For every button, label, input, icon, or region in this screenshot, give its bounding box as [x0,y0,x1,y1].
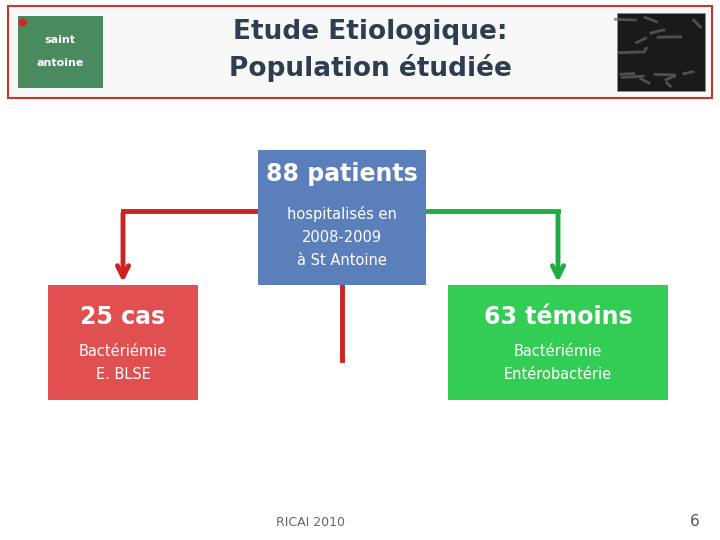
FancyBboxPatch shape [617,13,705,91]
Text: 63 témoins: 63 témoins [484,305,632,329]
Text: RICAI 2010: RICAI 2010 [276,516,344,529]
Text: Bactériémie
E. BLSE: Bactériémie E. BLSE [79,344,167,382]
Text: saint: saint [45,35,76,45]
Text: 25 cas: 25 cas [81,305,166,329]
Text: 88 patients: 88 patients [266,162,418,186]
Text: 6: 6 [690,515,700,530]
Text: Population étudiée: Population étudiée [228,54,511,82]
Text: antoine: antoine [36,58,84,68]
Text: Bactériémie
Entérobactérie: Bactériémie Entérobactérie [504,344,612,382]
Text: hospitalisés en
2008-2009
à St Antoine: hospitalisés en 2008-2009 à St Antoine [287,206,397,268]
FancyBboxPatch shape [258,150,426,285]
FancyBboxPatch shape [18,16,103,88]
FancyBboxPatch shape [448,285,668,400]
Text: Etude Etiologique:: Etude Etiologique: [233,19,508,45]
FancyBboxPatch shape [48,285,198,400]
FancyBboxPatch shape [8,6,712,98]
